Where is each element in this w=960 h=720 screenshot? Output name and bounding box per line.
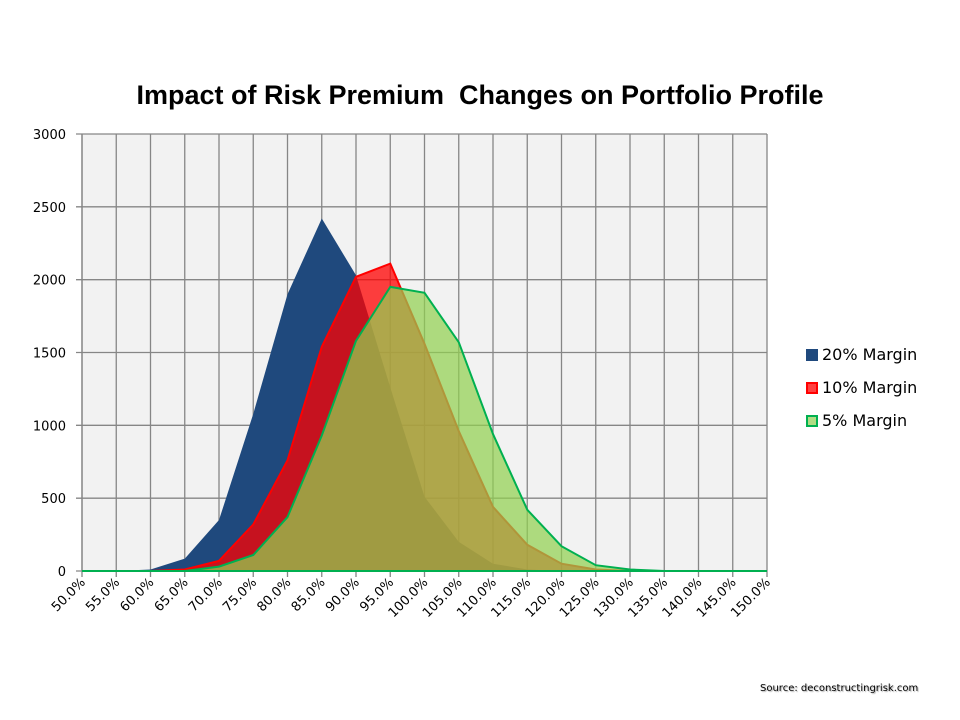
source-credit: Source: deconstructingrisk.com [760, 683, 919, 694]
x-tick-label: 50.0% [49, 575, 89, 615]
legend-label: 5% Margin [822, 411, 908, 430]
y-tick-label: 3000 [33, 128, 66, 143]
x-tick-label: 85.0% [289, 575, 329, 615]
legend-swatch-5 [806, 414, 818, 427]
y-tick-label: 2500 [33, 201, 66, 216]
legend-swatch-20 [806, 348, 818, 361]
legend-swatch-10 [806, 381, 818, 394]
y-tick-label: 2000 [33, 274, 66, 289]
x-tick-label: 80.0% [255, 575, 295, 615]
legend-item-5-margin: 5% Margin [806, 404, 917, 437]
legend-label: 20% Margin [822, 345, 918, 364]
legend-label: 10% Margin [822, 378, 918, 397]
x-tick-label: 60.0% [118, 575, 158, 615]
area-series-0 [82, 218, 767, 571]
x-axis-ticks: 50.0%55.0%60.0%65.0%70.0%75.0%80.0%85.0%… [49, 575, 774, 621]
x-tick-label: 65.0% [152, 575, 192, 615]
x-tick-label: 90.0% [323, 575, 363, 615]
legend-item-20-margin: 20% Margin [806, 338, 917, 371]
axes [81, 134, 767, 572]
legend: 20% Margin 10% Margin 5% Margin [806, 338, 917, 437]
y-axis-ticks: 0 500 1000 1500 2000 2500 3000 [33, 128, 66, 580]
x-tick-label: 70.0% [186, 575, 226, 615]
chart-title: Impact of Risk Premium Changes on Portfo… [136, 80, 824, 110]
y-tick-label: 1500 [33, 347, 66, 362]
x-tick-label: 75.0% [220, 575, 260, 615]
y-tick-label: 500 [41, 492, 66, 507]
y-tick-label: 0 [58, 565, 66, 580]
legend-item-10-margin: 10% Margin [806, 371, 917, 404]
y-tick-label: 1000 [33, 419, 66, 434]
x-tick-label: 55.0% [83, 575, 123, 615]
